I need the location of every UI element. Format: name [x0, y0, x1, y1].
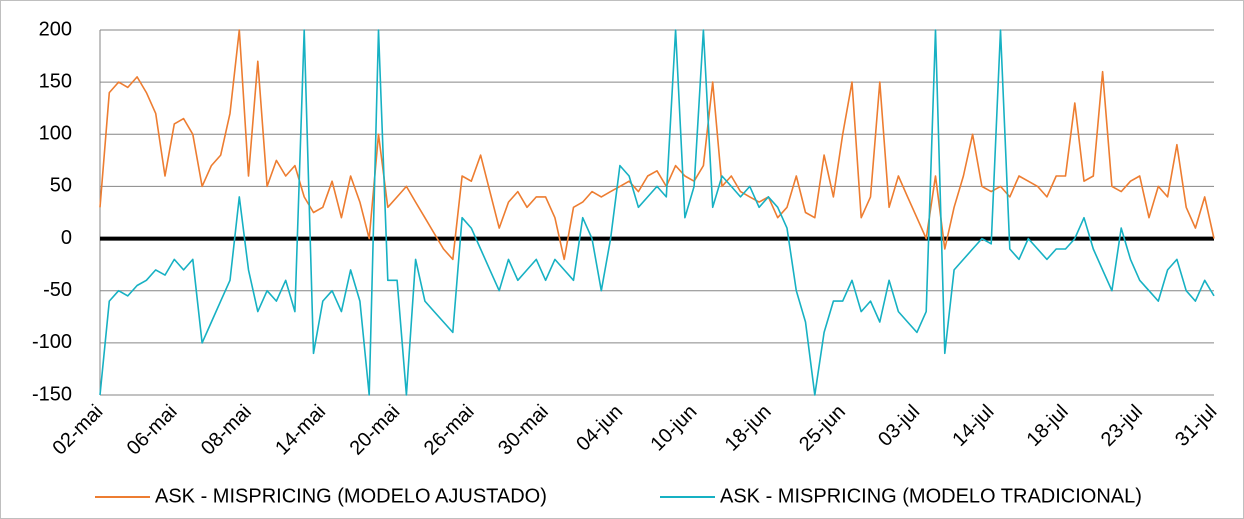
legend-label: ASK - MISPRICING (MODELO TRADICIONAL): [720, 485, 1142, 507]
y-tick-label: 50: [50, 175, 72, 197]
y-tick-label: -100: [32, 331, 72, 353]
y-tick-label: 150: [39, 70, 72, 92]
y-tick-label: 100: [39, 123, 72, 145]
y-tick-label: -50: [43, 279, 72, 301]
series-line: [99, 29, 1215, 261]
legend-label: ASK - MISPRICING (MODELO AJUSTADO): [155, 485, 547, 507]
y-tick-label: 200: [39, 18, 72, 40]
y-tick-label: 0: [61, 227, 72, 249]
y-tick-label: -150: [32, 383, 72, 405]
series-line: [99, 29, 1215, 396]
